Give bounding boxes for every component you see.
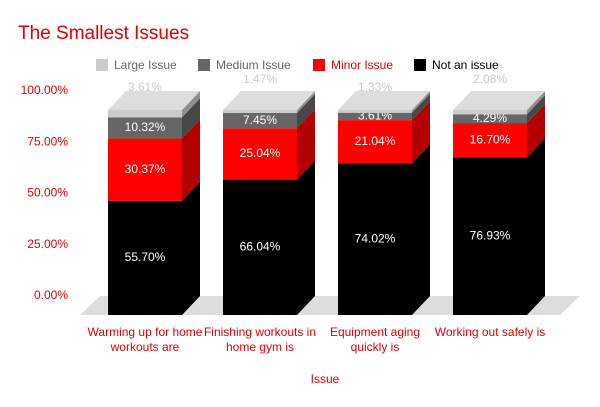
bar-top — [453, 91, 545, 110]
bar-side — [297, 94, 315, 129]
x-tick-label-box: Equipment aging quickly is — [329, 325, 421, 354]
bar — [338, 112, 412, 121]
legend-label: Large Issue — [114, 58, 177, 72]
x-tick-label-box: Working out safely is — [434, 325, 546, 339]
bar — [453, 123, 527, 158]
x-axis-title: Issue — [311, 372, 340, 386]
bar — [453, 114, 527, 124]
value-label: 1.47% — [243, 72, 277, 86]
bar — [338, 110, 412, 113]
legend-label: Not an issue — [432, 58, 499, 72]
bar — [453, 110, 527, 115]
value-label: 66.04% — [240, 239, 281, 253]
y-tick-label: 75.00% — [27, 134, 68, 148]
value-label: 2.08% — [473, 72, 507, 86]
bar-side — [412, 101, 430, 164]
x-tick-label: Finishing workouts in home gym is — [203, 325, 317, 354]
bar-side — [297, 91, 315, 114]
x-tick-label: Equipment aging quickly is — [329, 325, 421, 354]
x-tick-label-box: Warming up for home workouts are — [87, 325, 203, 354]
bar-side — [412, 91, 430, 113]
y-tick-label: 25.00% — [27, 237, 68, 251]
value-label: 74.02% — [355, 231, 396, 245]
legend-swatch — [414, 59, 426, 71]
value-label: 3.61% — [128, 80, 162, 94]
legend-swatch — [198, 59, 210, 71]
bar-side — [182, 119, 200, 201]
bar-side — [527, 104, 545, 158]
bar-top — [338, 91, 430, 110]
bar — [453, 157, 527, 315]
value-label: 7.45% — [243, 113, 277, 127]
value-label: 1.33% — [358, 80, 392, 94]
bar — [223, 128, 297, 180]
bar — [108, 138, 182, 201]
bar-side — [412, 93, 430, 121]
legend-label: Medium Issue — [216, 58, 291, 72]
value-label: 30.37% — [125, 162, 166, 176]
value-label: 10.32% — [125, 120, 166, 134]
bar — [108, 200, 182, 315]
x-tick-label: Warming up for home workouts are — [87, 325, 203, 354]
value-label: 21.04% — [355, 134, 396, 148]
bar-side — [297, 109, 315, 180]
value-label: 25.04% — [240, 146, 281, 160]
bar-top — [223, 91, 315, 110]
value-label: 76.93% — [470, 228, 511, 242]
bar — [223, 113, 297, 129]
y-tick-label: 0.00% — [34, 288, 68, 302]
legend-swatch — [96, 59, 108, 71]
bar — [108, 117, 182, 139]
bar-top — [108, 91, 200, 110]
bar — [108, 110, 182, 118]
legend-label: Minor Issue — [331, 58, 393, 72]
bar-side — [182, 98, 200, 139]
bar — [223, 179, 297, 315]
bar-side — [182, 91, 200, 118]
bar-side — [527, 91, 545, 115]
bar-side — [412, 144, 430, 315]
value-label: 55.70% — [125, 250, 166, 264]
legend-swatch — [313, 59, 325, 71]
value-label: 16.70% — [470, 132, 511, 146]
bar-side — [297, 160, 315, 315]
bar — [338, 120, 412, 164]
value-label: 4.29% — [473, 111, 507, 125]
y-tick-label: 100.00% — [21, 83, 69, 97]
bar-side — [527, 95, 545, 124]
bar-side — [527, 138, 545, 315]
y-tick-label: 50.00% — [27, 186, 68, 200]
x-tick-label: Working out safely is — [434, 325, 546, 339]
bar — [338, 163, 412, 315]
bar-side — [182, 181, 200, 315]
x-tick-label-box: Finishing workouts in home gym is — [203, 325, 317, 354]
bar — [223, 110, 297, 114]
chart-title: The Smallest Issues — [18, 23, 189, 44]
